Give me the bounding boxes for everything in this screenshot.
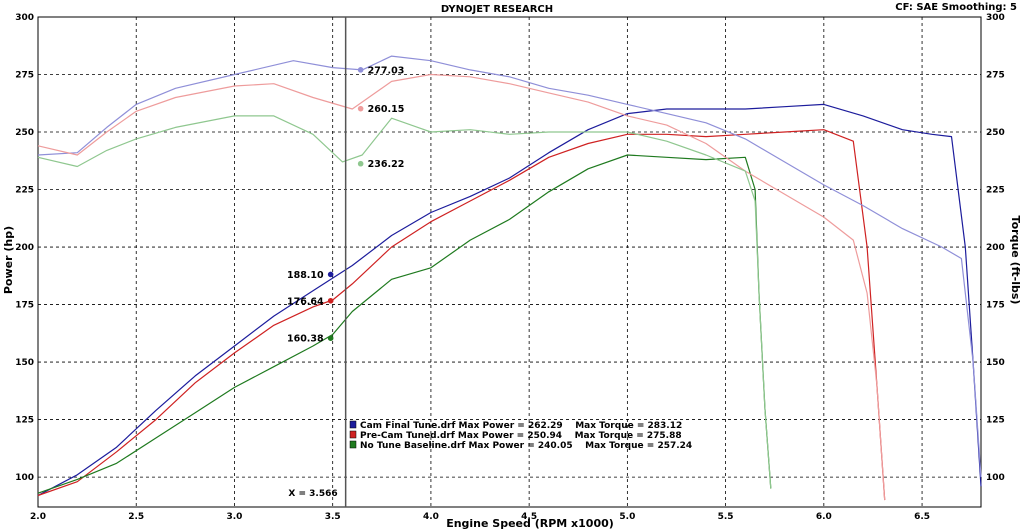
settings-text: CF: SAE Smoothing: 5 xyxy=(895,2,1017,13)
y-tick-label-left: 275 xyxy=(15,71,34,81)
x-tick-label: 6.5 xyxy=(914,512,930,522)
y-tick-label-right: 250 xyxy=(986,128,1005,138)
x-tick-label: 4.5 xyxy=(521,512,537,522)
y-tick-label-right: 300 xyxy=(986,13,1005,23)
y-tick-label-right: 175 xyxy=(986,301,1005,311)
cursor-marker xyxy=(357,160,364,167)
y-tick-label-left: 250 xyxy=(15,128,34,138)
x-axis-label: Engine Speed (RPM x1000) xyxy=(446,517,614,530)
x-tick-label: 3.5 xyxy=(325,512,341,522)
cursor-marker xyxy=(327,271,334,278)
x-tick-label: 5.5 xyxy=(718,512,734,522)
cursor-value-label: 160.38 xyxy=(287,334,324,345)
legend: Cam Final Tune.drf Max Power = 262.29 Ma… xyxy=(349,420,692,451)
grid: 2.0 2.5 3.0 3.5 4.0 4.5 5.0 5.5 6.0 6.5 300 300 275 2… xyxy=(15,13,1005,522)
y-tick-label-left: 200 xyxy=(15,243,34,253)
series-line-power xyxy=(37,129,886,501)
series-line-torque xyxy=(37,55,982,478)
x-tick-label: 4.0 xyxy=(423,512,439,522)
cursor-marker xyxy=(357,105,364,112)
y-tick-label-left: 125 xyxy=(15,416,34,426)
legend-swatch xyxy=(349,420,357,429)
y-tick-label-right: 150 xyxy=(986,358,1005,368)
y-tick-label-right: 200 xyxy=(986,243,1005,253)
series-layer xyxy=(37,55,982,501)
x-tick-label: 3.0 xyxy=(226,512,242,522)
y-tick-label-left: 225 xyxy=(15,186,34,196)
legend-entry: Pre-Cam Tuned.drf Max Power = 250.94 Max… xyxy=(360,431,682,441)
x-tick-label: 2.5 xyxy=(128,512,144,522)
x-tick-label: 2.0 xyxy=(30,512,46,522)
series-line-power xyxy=(37,154,772,494)
cursor-value-label: 236.22 xyxy=(368,159,405,170)
y-tick-label-left: 300 xyxy=(15,13,34,23)
chart-title: DYNOJET RESEARCH xyxy=(441,4,553,15)
legend-entry: Cam Final Tune.drf Max Power = 262.29 Ma… xyxy=(360,421,682,431)
y-axis-label-left: Power (hp) xyxy=(2,226,15,294)
legend-entry: No Tune Baseline.drf Max Power = 240.05 … xyxy=(360,441,692,451)
y-tick-label-left: 100 xyxy=(15,473,34,483)
x-tick-label: 6.0 xyxy=(816,512,832,522)
cursor-marker xyxy=(327,335,334,341)
cursor-value-label: 260.15 xyxy=(368,104,405,115)
cursor-value-label: 277.03 xyxy=(368,65,405,76)
cursor-value-label: 188.10 xyxy=(287,270,324,281)
legend-swatch xyxy=(349,430,357,439)
series-line-torque xyxy=(37,73,886,501)
y-tick-label-right: 225 xyxy=(986,186,1005,196)
y-tick-label-right: 125 xyxy=(986,416,1005,426)
cursor-marker xyxy=(357,67,364,73)
cursor-label: X = 3.566 xyxy=(288,489,337,499)
x-tick-label: 5.0 xyxy=(619,512,635,522)
y-tick-label-right: 100 xyxy=(986,473,1005,483)
cursor-layer: X = 3.566 277.03 260.15 236.22 188.10 176.64 1… xyxy=(287,17,404,507)
y-tick-label-right: 275 xyxy=(986,71,1005,81)
series-line-power xyxy=(37,103,982,497)
plot-frame xyxy=(37,16,982,508)
cursor-marker xyxy=(327,297,334,304)
legend-swatch xyxy=(349,440,357,449)
y-tick-label-left: 150 xyxy=(15,358,34,368)
series-line-torque xyxy=(37,115,772,489)
y-axis-label-right: Torque (ft-lbs) xyxy=(1009,216,1022,305)
cursor-value-label: 176.64 xyxy=(287,296,324,307)
y-tick-label-left: 175 xyxy=(15,301,34,311)
